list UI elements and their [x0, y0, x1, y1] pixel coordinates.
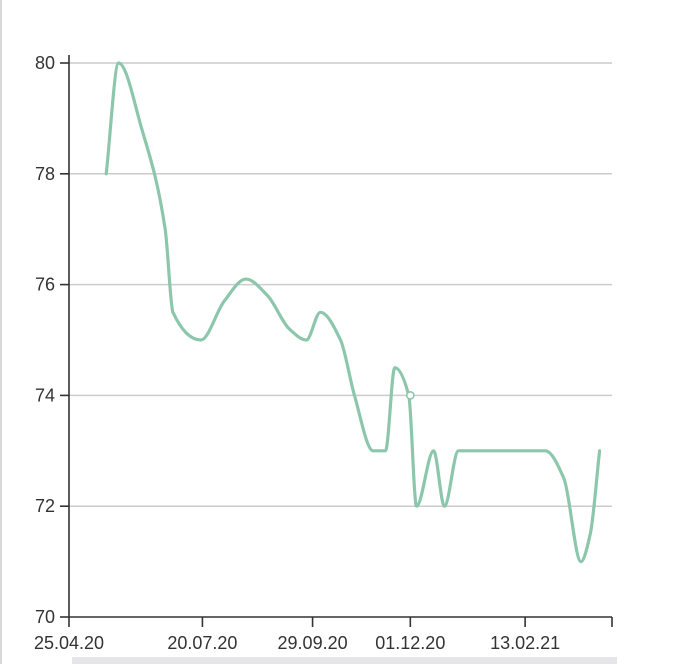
y-tick-label: 74 [35, 385, 55, 405]
y-axis-ticks: 70 72 74 76 78 80 [35, 53, 69, 627]
x-tick-label: 29.09.20 [278, 633, 348, 653]
grid-lines [69, 62, 612, 507]
x-tick-label: 01.12.20 [375, 633, 445, 653]
bottom-scroll-strip [72, 657, 617, 664]
y-tick-label: 78 [35, 164, 55, 184]
y-tick-label: 76 [35, 275, 55, 295]
y-tick-label: 70 [35, 607, 55, 627]
left-border [0, 0, 2, 664]
series-layer [104, 61, 602, 564]
series-line [104, 61, 602, 564]
x-tick-label: 25.04.20 [34, 633, 104, 653]
axes [68, 55, 613, 627]
y-tick-label: 72 [35, 496, 55, 516]
x-tick-label: 13.02.21 [490, 633, 560, 653]
highlighted-point-marker [405, 390, 415, 400]
x-tick-label: 20.07.20 [167, 633, 237, 653]
y-tick-label: 80 [35, 53, 55, 73]
x-axis-ticks: 25.04.20 20.07.20 29.09.20 01.12.20 13.02.21 [34, 617, 560, 653]
